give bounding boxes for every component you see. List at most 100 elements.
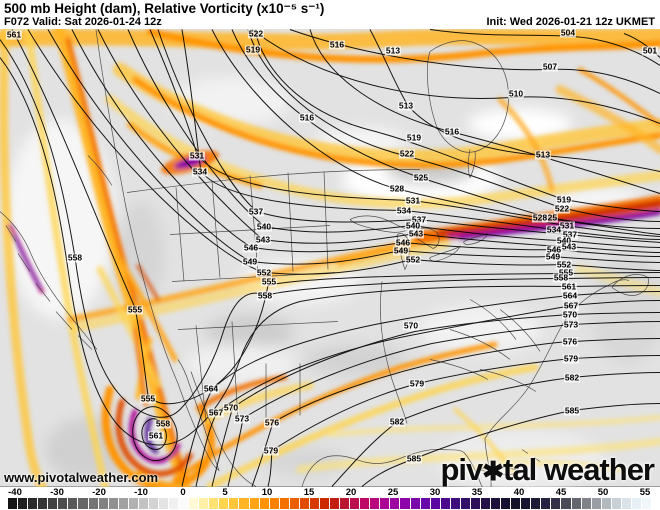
colorbar-tick: -40 <box>8 487 22 498</box>
contour-label: 582 <box>563 372 581 383</box>
map-canvas[interactable]: 561 522 519 516 513 504 507 510 501 513 516 516 513 5… <box>0 27 660 488</box>
contour-label: 552 <box>555 259 573 270</box>
colorbar-segment <box>309 498 319 509</box>
colorbar-segment <box>28 498 38 509</box>
contour-label: 534 <box>395 205 413 216</box>
colorbar-segment <box>480 498 490 509</box>
colorbar-segment <box>591 498 601 509</box>
contour-label: 585 <box>563 405 581 416</box>
colorbar-segment <box>68 498 78 509</box>
contour-label: 510 <box>507 88 525 99</box>
colorbar-segment <box>118 498 128 509</box>
colorbar-segment <box>179 498 189 509</box>
contour-label: 549 <box>392 245 410 256</box>
colorbar-segment <box>269 498 279 509</box>
contour-label: 513 <box>534 149 552 160</box>
contour-label: 528 <box>531 212 549 223</box>
contour-label: 567 <box>207 407 225 418</box>
geography-layer <box>0 29 649 487</box>
colorbar-segment <box>249 498 259 509</box>
contour-label: 522 <box>398 148 416 159</box>
contour-label: 546 <box>242 242 260 253</box>
colorbar-segment <box>571 498 581 509</box>
colorbar-segment <box>48 498 58 509</box>
contour-label: 570 <box>402 320 420 331</box>
contour-label: 567 <box>562 300 580 311</box>
contour-label: 543 <box>560 241 578 252</box>
colorbar-segment <box>148 498 158 509</box>
map-title: 500 mb Height (dam), Relative Vorticity … <box>4 1 325 16</box>
contour-label: 525 <box>541 212 559 223</box>
contour-label: 579 <box>262 445 280 456</box>
contour-label: 540 <box>404 220 422 231</box>
colorbar-segment <box>299 498 309 509</box>
contour-label: 579 <box>562 353 580 364</box>
contour-label: 528 <box>388 183 406 194</box>
colorbar-segment <box>631 498 641 509</box>
colorbar-segment <box>531 498 541 509</box>
colorbar-segment <box>501 498 511 509</box>
colorbar-segment <box>601 498 611 509</box>
contour-label: 552 <box>255 267 273 278</box>
colorbar-tick: -30 <box>50 487 64 498</box>
colorbar-segment <box>470 498 480 509</box>
valid-time-label: F072 Valid: Sat 2026-01-24 12z <box>4 16 162 28</box>
colorbar-tick: 55 <box>639 487 651 498</box>
colorbar-segment <box>380 498 390 509</box>
colorbar-segment <box>551 498 561 509</box>
pivotal-weather-logo: piv✱tal weather <box>440 452 655 488</box>
colorbar-tick: 50 <box>597 487 609 498</box>
colorbar-segment <box>641 498 651 509</box>
colorbar-segment <box>8 498 18 509</box>
colorbar-segment <box>340 498 350 509</box>
contour-label: 504 <box>559 27 577 38</box>
colorbar-segment <box>38 498 48 509</box>
colorbar-segment <box>561 498 571 509</box>
colorbar-segment <box>229 498 239 509</box>
colorbar-segment <box>199 498 209 509</box>
contour-label: 555 <box>126 304 144 315</box>
contour-label: 558 <box>256 290 274 301</box>
colorbar-tick: -20 <box>92 487 106 498</box>
contour-label: 537 <box>247 206 265 217</box>
contour-label: 555 <box>260 276 278 287</box>
colorbar-segment <box>289 498 299 509</box>
map-header: 500 mb Height (dam), Relative Vorticity … <box>0 0 660 29</box>
contour-label: 561 <box>5 29 23 40</box>
contour-label: 513 <box>384 45 402 56</box>
colorbar-segment <box>430 498 440 509</box>
contour-label: 519 <box>405 132 423 143</box>
contour-label: 540 <box>255 221 273 232</box>
contour-label: 561 <box>147 430 165 441</box>
contour-label: 507 <box>541 61 559 72</box>
colorbar-segment <box>450 498 460 509</box>
contour-label: 549 <box>241 256 259 267</box>
colorbar-segment <box>128 498 138 509</box>
colorbar-segment <box>209 498 219 509</box>
colorbar-segment <box>319 498 329 509</box>
colorbar-segment <box>279 498 289 509</box>
contour-label: 531 <box>188 150 206 161</box>
colorbar-segment <box>390 498 400 509</box>
colorbar-segment <box>138 498 148 509</box>
contour-label: 546 <box>394 237 412 248</box>
colorbar-tick: 5 <box>222 487 228 498</box>
colorbar-tick: 40 <box>513 487 525 498</box>
contour-label: 537 <box>561 229 579 240</box>
contour-label: 540 <box>555 235 573 246</box>
contour-label: 573 <box>233 413 251 424</box>
contour-label: 516 <box>443 126 461 137</box>
colorbar-segment <box>58 498 68 509</box>
contour-label: 561 <box>560 281 578 292</box>
contour-label: 516 <box>328 39 346 50</box>
contour-label: 576 <box>561 336 579 347</box>
contour-label: 579 <box>408 378 426 389</box>
colorbar-segment <box>581 498 591 509</box>
contour-label: 525 <box>412 172 430 183</box>
colorbar-segment <box>259 498 269 509</box>
contour-label: 573 <box>562 319 580 330</box>
contour-label: 519 <box>244 44 262 55</box>
colorbar-segment <box>491 498 501 509</box>
contour-label: 543 <box>254 234 272 245</box>
colorbar-tick: 45 <box>555 487 567 498</box>
